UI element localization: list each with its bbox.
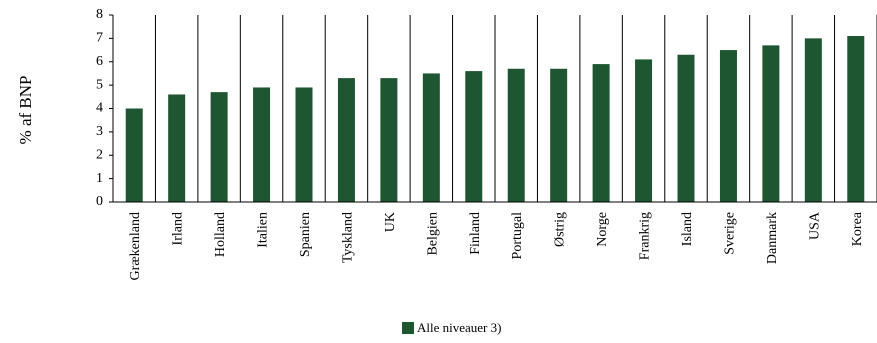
bar bbox=[380, 78, 398, 202]
x-tick-label: Italien bbox=[256, 212, 271, 248]
legend-label: Alle niveauer 3) bbox=[417, 320, 502, 335]
bar bbox=[847, 36, 865, 202]
bar bbox=[719, 50, 737, 202]
y-tick-label: 6 bbox=[96, 54, 103, 69]
bar bbox=[635, 59, 653, 202]
gridlines bbox=[154, 15, 877, 202]
y-tick-label: 1 bbox=[96, 171, 103, 186]
bar bbox=[337, 78, 355, 202]
bar bbox=[210, 92, 228, 202]
bar bbox=[253, 87, 271, 202]
x-tick-label: Grækenland bbox=[128, 212, 143, 280]
bar bbox=[507, 68, 525, 202]
x-tick-label: Østrig bbox=[553, 212, 568, 247]
x-tick-label: Korea bbox=[850, 211, 865, 246]
bars bbox=[125, 36, 865, 203]
legend-swatch bbox=[402, 322, 414, 334]
legend: Alle niveauer 3) bbox=[402, 320, 501, 336]
x-tick-label: Norge bbox=[595, 212, 610, 247]
bar bbox=[804, 38, 822, 202]
x-tick-labels: Grækenland Irland Holland Italien Spanien Tys… bbox=[128, 211, 865, 280]
y-tick-label: 3 bbox=[96, 124, 103, 139]
x-tick-label: Sverige bbox=[722, 212, 737, 255]
bar bbox=[465, 71, 483, 202]
x-tick-label: Tyskland bbox=[340, 212, 355, 263]
x-tick-label: USA bbox=[807, 211, 822, 240]
y-tick-label: 5 bbox=[96, 77, 103, 92]
y-tick-label: 0 bbox=[96, 194, 103, 209]
x-tick-label: UK bbox=[383, 212, 398, 232]
x-tick-label: Irland bbox=[171, 212, 186, 245]
bar bbox=[550, 68, 568, 202]
bar bbox=[592, 64, 610, 203]
bar bbox=[422, 73, 440, 202]
x-tick-label: Belgien bbox=[425, 212, 440, 256]
y-tick-label: 2 bbox=[96, 147, 103, 162]
y-tick-label: 8 bbox=[96, 7, 103, 22]
x-tick-label: Island bbox=[680, 212, 695, 246]
x-tick-label: Danmark bbox=[765, 212, 780, 264]
x-tick-label: Spanien bbox=[298, 212, 313, 257]
y-tick-label: 4 bbox=[96, 101, 103, 116]
bar bbox=[762, 45, 780, 203]
x-tick-label: Frankrig bbox=[638, 212, 653, 260]
x-tick-label: Holland bbox=[213, 212, 228, 257]
bar bbox=[295, 87, 313, 202]
bar bbox=[125, 108, 143, 202]
x-tick-label: Finland bbox=[468, 212, 483, 255]
y-tick-label: 7 bbox=[96, 31, 103, 46]
y-axis-label: % af BNP bbox=[16, 76, 35, 145]
bar bbox=[168, 94, 186, 202]
bar bbox=[677, 54, 695, 202]
y-tick-labels: 0 1 2 3 4 5 6 7 8 bbox=[96, 7, 113, 209]
x-tick-label: Portugal bbox=[510, 212, 525, 260]
